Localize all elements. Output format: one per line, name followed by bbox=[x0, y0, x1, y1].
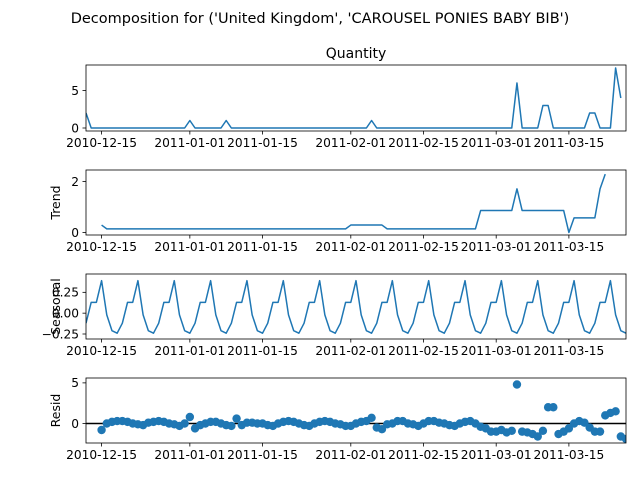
y-tick-label: −0.25 bbox=[42, 327, 79, 341]
x-tick-label: 2011-01-15 bbox=[227, 448, 298, 462]
y-tick-label: 0.00 bbox=[52, 306, 79, 320]
resid-point bbox=[367, 413, 376, 423]
axes-frame bbox=[85, 377, 627, 444]
x-tick-label: 2011-01-01 bbox=[154, 344, 225, 358]
x-tick-label: 2010-12-15 bbox=[66, 240, 137, 254]
x-tick-label: 2011-02-15 bbox=[388, 136, 459, 150]
resid-point bbox=[621, 434, 626, 443]
x-tick-label: 2011-03-15 bbox=[533, 240, 604, 254]
resid-point bbox=[97, 425, 106, 435]
resid-point bbox=[185, 412, 195, 422]
resid-point bbox=[595, 427, 605, 436]
x-tick-label: 2011-03-01 bbox=[461, 344, 532, 358]
plot-area bbox=[101, 173, 606, 234]
axes-frame bbox=[85, 64, 627, 132]
resid-point bbox=[549, 403, 558, 412]
resid-point bbox=[180, 419, 189, 428]
resid-point bbox=[533, 432, 542, 441]
y-tick-label: 2 bbox=[71, 175, 79, 189]
plot-area bbox=[97, 380, 626, 443]
panel-resid: 2010-12-15 2011-01-01 2011-01-15 2011-02-01… bbox=[48, 376, 627, 462]
panel-title: Quantity bbox=[326, 46, 387, 62]
y-tick-label: 0 bbox=[71, 121, 79, 135]
y-tick-label: 0 bbox=[71, 417, 79, 431]
x-tick-label: 2011-02-15 bbox=[388, 448, 459, 462]
x-tick-label: 2011-03-15 bbox=[533, 448, 604, 462]
x-tick-label: 2011-03-01 bbox=[461, 240, 532, 254]
resid-point bbox=[611, 407, 620, 416]
resid-point bbox=[232, 414, 241, 423]
resid-point bbox=[507, 426, 516, 436]
x-tick-label: 2011-01-01 bbox=[154, 136, 225, 150]
y-tick-label: 5 bbox=[71, 376, 79, 390]
y-tick-label: 0.25 bbox=[52, 286, 79, 300]
x-tick-label: 2011-01-01 bbox=[154, 240, 225, 254]
y-tick-label: 0 bbox=[71, 226, 79, 240]
axes-frame bbox=[85, 273, 627, 340]
resid-point bbox=[538, 426, 548, 436]
resid-point bbox=[227, 421, 236, 431]
x-tick-label: 2011-02-01 bbox=[315, 240, 386, 254]
x-tick-label: 2010-12-15 bbox=[66, 448, 137, 462]
observed-series-line bbox=[86, 67, 622, 129]
x-tick-label: 2011-02-15 bbox=[388, 240, 459, 254]
x-tick-label: 2011-01-15 bbox=[227, 344, 298, 358]
panel-trend: 2010-12-15 2011-01-01 2011-01-15 2011-02-01… bbox=[48, 169, 627, 254]
x-tick-label: 2011-01-01 bbox=[154, 448, 225, 462]
panel-observed: 2010-12-15 2011-01-01 2011-01-15 2011-02-01… bbox=[66, 46, 627, 150]
x-tick-label: 2011-03-15 bbox=[533, 344, 604, 358]
panel-seasonal: 2010-12-15 2011-01-01 2011-01-15 2011-02-01… bbox=[42, 273, 627, 358]
plot-area bbox=[86, 279, 626, 334]
y-tick-label: 5 bbox=[71, 84, 79, 98]
y-axis-label: Resid bbox=[48, 394, 63, 428]
seasonal-series-line bbox=[86, 279, 626, 334]
x-tick-label: 2011-03-01 bbox=[461, 448, 532, 462]
plot-area bbox=[86, 67, 622, 129]
x-tick-label: 2011-02-01 bbox=[315, 344, 386, 358]
resid-point bbox=[512, 380, 522, 389]
x-tick-label: 2011-01-15 bbox=[227, 240, 298, 254]
y-axis-label: Trend bbox=[48, 185, 63, 220]
y-axis-label: Seasonal bbox=[48, 278, 63, 335]
figure-title: Decomposition for ('United Kingdom', 'CA… bbox=[71, 11, 570, 27]
x-tick-label: 2011-03-01 bbox=[461, 136, 532, 150]
x-tick-label: 2011-02-15 bbox=[388, 344, 459, 358]
x-tick-label: 2010-12-15 bbox=[66, 344, 137, 358]
axes-frame bbox=[85, 169, 627, 236]
x-tick-label: 2011-03-15 bbox=[533, 136, 604, 150]
x-tick-label: 2011-01-15 bbox=[227, 136, 298, 150]
x-tick-label: 2010-12-15 bbox=[66, 136, 137, 150]
x-tick-label: 2011-02-01 bbox=[315, 448, 386, 462]
x-tick-label: 2011-02-01 bbox=[315, 136, 386, 150]
trend-series-line bbox=[101, 173, 606, 234]
